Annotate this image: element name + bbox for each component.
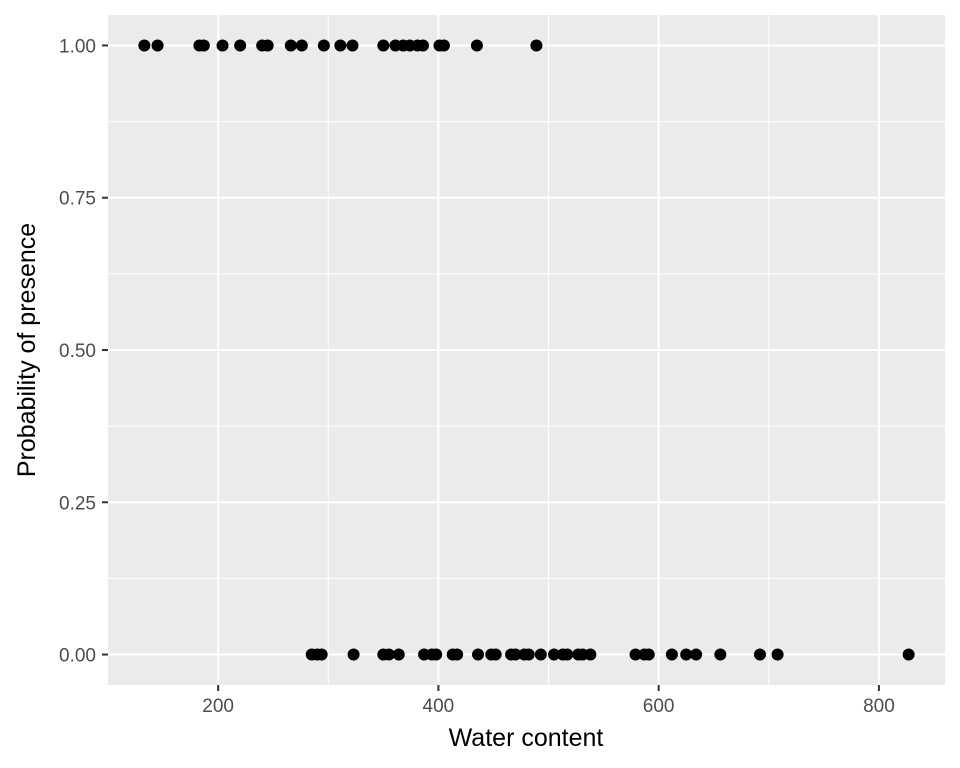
data-point <box>714 648 727 661</box>
data-point <box>416 39 429 52</box>
x-axis-title: Water content <box>449 724 604 752</box>
data-points <box>138 39 915 661</box>
data-point <box>902 648 915 661</box>
y-tick-label: 0.25 <box>59 493 96 514</box>
data-point <box>522 648 535 661</box>
x-tick-label: 800 <box>863 696 895 717</box>
y-tick-label: 0.50 <box>59 341 96 362</box>
data-point <box>346 39 359 52</box>
data-point <box>430 648 443 661</box>
data-point <box>284 39 297 52</box>
data-point <box>261 39 274 52</box>
data-point <box>665 648 678 661</box>
data-point <box>548 648 561 661</box>
data-point <box>642 648 655 661</box>
data-point <box>470 39 483 52</box>
data-point <box>138 39 151 52</box>
y-tick-label: 0.00 <box>59 646 96 667</box>
data-point <box>437 39 450 52</box>
data-point <box>315 648 328 661</box>
y-tick-label: 0.75 <box>59 189 96 210</box>
data-point <box>347 648 360 661</box>
data-point <box>472 648 485 661</box>
data-point <box>690 648 703 661</box>
data-point <box>377 39 390 52</box>
y-tick-label: 1.00 <box>59 36 96 57</box>
data-point <box>489 648 502 661</box>
x-tick-label: 600 <box>643 696 675 717</box>
data-point <box>561 648 574 661</box>
x-tick-label: 200 <box>202 696 234 717</box>
y-axis-title: Probability of presence <box>13 223 41 477</box>
grid-lines <box>108 15 945 685</box>
data-point <box>530 39 543 52</box>
data-point <box>753 648 766 661</box>
axis-ticks: 200 400 600 800 0.00 0.25 0.50 0.75 1.00 <box>59 36 895 717</box>
data-point <box>451 648 464 661</box>
data-point <box>295 39 308 52</box>
data-point <box>509 648 522 661</box>
data-point <box>216 39 229 52</box>
data-point <box>317 39 330 52</box>
data-point <box>234 39 247 52</box>
data-point <box>680 648 693 661</box>
data-point <box>771 648 784 661</box>
x-tick-label: 400 <box>423 696 455 717</box>
data-point <box>151 39 164 52</box>
data-point <box>534 648 547 661</box>
data-point <box>392 648 405 661</box>
data-point <box>334 39 347 52</box>
data-point <box>382 648 395 661</box>
data-point <box>629 648 642 661</box>
data-point <box>197 39 210 52</box>
data-point <box>584 648 597 661</box>
